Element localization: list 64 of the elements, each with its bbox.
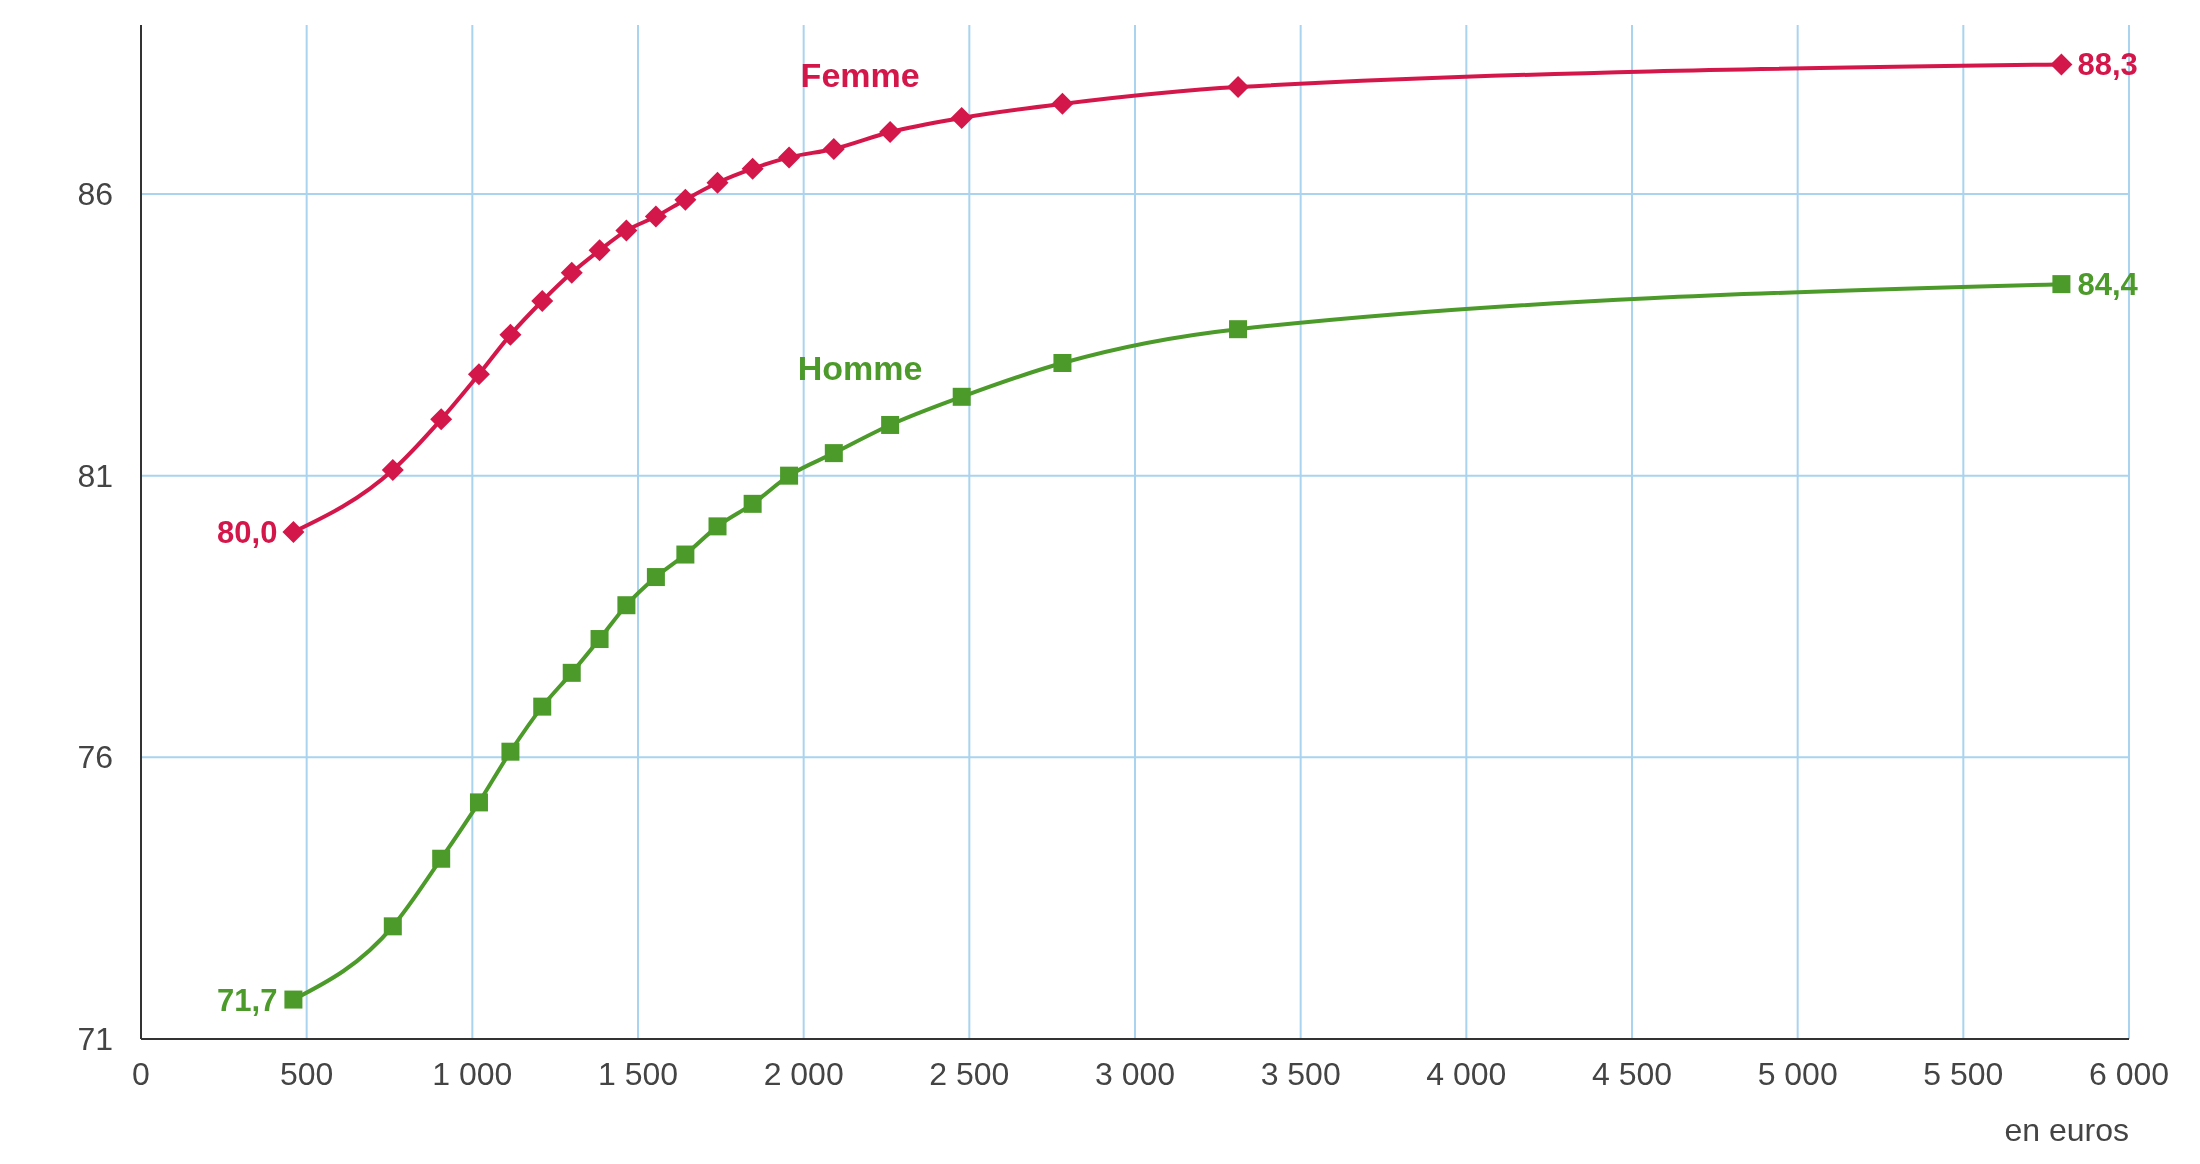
point	[590, 630, 609, 649]
point	[469, 793, 488, 812]
point	[708, 517, 727, 536]
point	[499, 323, 522, 346]
data-label: 71,7	[217, 982, 278, 1018]
point	[778, 146, 801, 169]
series-label: Homme	[797, 348, 923, 387]
point	[881, 415, 900, 434]
x-tick-label: 5 000	[1757, 1056, 1838, 1092]
point	[646, 568, 665, 587]
x-tick-label: 0	[132, 1056, 150, 1092]
series-label: Femme	[800, 56, 920, 95]
point	[706, 171, 729, 194]
y-tick-label: 86	[77, 176, 113, 212]
y-tick-label: 81	[77, 457, 113, 494]
point	[824, 444, 843, 463]
x-tick-label: 2 000	[763, 1056, 844, 1092]
point	[780, 466, 799, 485]
point	[1229, 320, 1248, 339]
point	[676, 545, 695, 564]
point	[430, 408, 453, 431]
point	[501, 742, 520, 761]
point	[432, 849, 451, 868]
point	[562, 663, 581, 682]
point	[822, 137, 845, 160]
point	[1053, 354, 1072, 372]
point	[617, 596, 636, 615]
point	[879, 121, 902, 144]
x-tick-label: 2 500	[929, 1056, 1010, 1092]
point	[2050, 53, 2073, 76]
point	[531, 290, 554, 313]
x-tick-label: 3 000	[1094, 1056, 1176, 1092]
point	[533, 697, 552, 716]
point	[615, 219, 638, 242]
point	[284, 990, 303, 1009]
x-tick-label: 4 000	[1426, 1056, 1507, 1092]
point	[1227, 75, 1250, 98]
point	[644, 205, 667, 228]
point	[743, 494, 762, 513]
point	[952, 387, 971, 406]
x-tick-label: 5 500	[1923, 1056, 2004, 1092]
data-label: 88,3	[2077, 47, 2138, 83]
x-tick-label: 3 500	[1260, 1056, 1341, 1092]
x-axis-title: en euros	[2004, 1112, 2129, 1148]
x-tick-label: 6 000	[2088, 1056, 2170, 1092]
y-tick-label: 71	[77, 1021, 113, 1057]
x-tick-label: 1 000	[432, 1056, 513, 1092]
point	[674, 188, 697, 211]
point	[560, 261, 583, 284]
x-tick-label: 4 500	[1591, 1056, 1673, 1092]
data-label: 84,4	[2077, 267, 2139, 303]
point	[381, 459, 404, 482]
y-tick-label: 76	[77, 739, 113, 776]
point	[588, 239, 611, 262]
point	[383, 917, 402, 936]
x-tick-label: 500	[279, 1056, 334, 1092]
point	[282, 521, 305, 543]
data-label: 80,0	[217, 515, 278, 550]
point	[467, 363, 490, 386]
point	[741, 157, 764, 180]
point	[950, 106, 973, 129]
point	[2052, 275, 2071, 294]
x-tick-label: 1 500	[597, 1056, 679, 1092]
point	[1051, 92, 1074, 115]
